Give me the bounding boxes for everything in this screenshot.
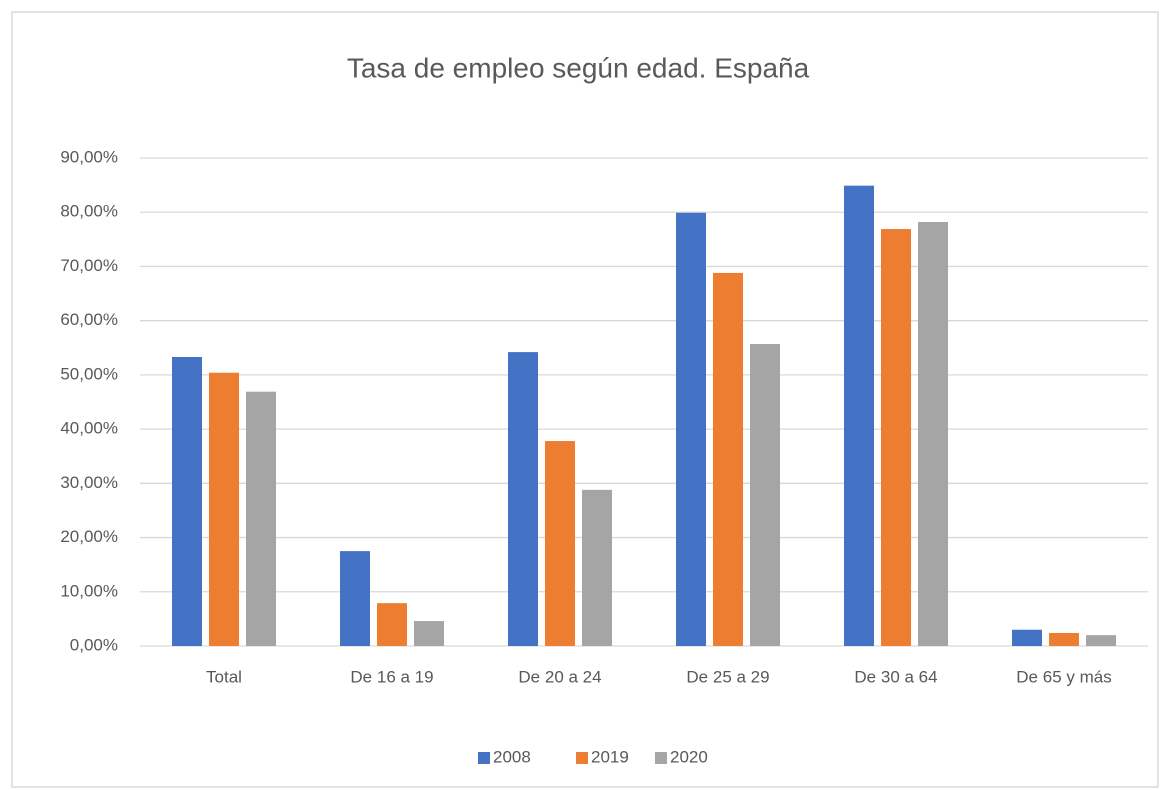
y-tick-label: 50,00% bbox=[60, 364, 118, 383]
bar bbox=[844, 185, 874, 647]
y-tick-label: 30,00% bbox=[60, 473, 118, 492]
bar bbox=[881, 229, 911, 646]
bar bbox=[246, 391, 276, 646]
y-tick-label: 40,00% bbox=[60, 419, 118, 438]
chart-frame bbox=[11, 11, 1159, 788]
chart-title: Tasa de empleo según edad. España bbox=[347, 52, 810, 83]
legend-label: 2019 bbox=[591, 747, 629, 766]
x-tick-label: De 25 a 29 bbox=[686, 667, 769, 686]
legend-label: 2020 bbox=[670, 747, 708, 766]
x-tick-label: Total bbox=[206, 667, 242, 686]
y-tick-label: 90,00% bbox=[60, 147, 118, 166]
bar bbox=[713, 272, 743, 646]
legend-label: 2008 bbox=[493, 747, 531, 766]
bar bbox=[545, 441, 575, 646]
y-tick-label: 60,00% bbox=[60, 310, 118, 329]
bar bbox=[918, 221, 948, 646]
y-tick-label: 10,00% bbox=[60, 581, 118, 600]
legend-swatch bbox=[576, 752, 588, 764]
x-tick-label: De 30 a 64 bbox=[854, 667, 937, 686]
bar bbox=[414, 621, 444, 646]
bar bbox=[508, 352, 538, 646]
bar bbox=[1012, 629, 1042, 646]
bar bbox=[172, 356, 202, 646]
bar bbox=[750, 343, 780, 646]
y-tick-label: 80,00% bbox=[60, 202, 118, 221]
x-tick-label: De 16 a 19 bbox=[350, 667, 433, 686]
bar bbox=[582, 489, 612, 646]
x-tick-label: De 20 a 24 bbox=[518, 667, 601, 686]
legend-swatch bbox=[478, 752, 490, 764]
bar bbox=[209, 372, 239, 646]
bar bbox=[676, 212, 706, 646]
bar bbox=[1086, 635, 1116, 646]
bar bbox=[377, 603, 407, 646]
bar bbox=[1049, 632, 1079, 646]
y-tick-label: 20,00% bbox=[60, 527, 118, 546]
x-tick-label: De 65 y más bbox=[1016, 667, 1111, 686]
bar bbox=[340, 551, 370, 646]
y-tick-label: 0,00% bbox=[70, 635, 118, 654]
y-tick-label: 70,00% bbox=[60, 256, 118, 275]
legend-swatch bbox=[655, 752, 667, 764]
